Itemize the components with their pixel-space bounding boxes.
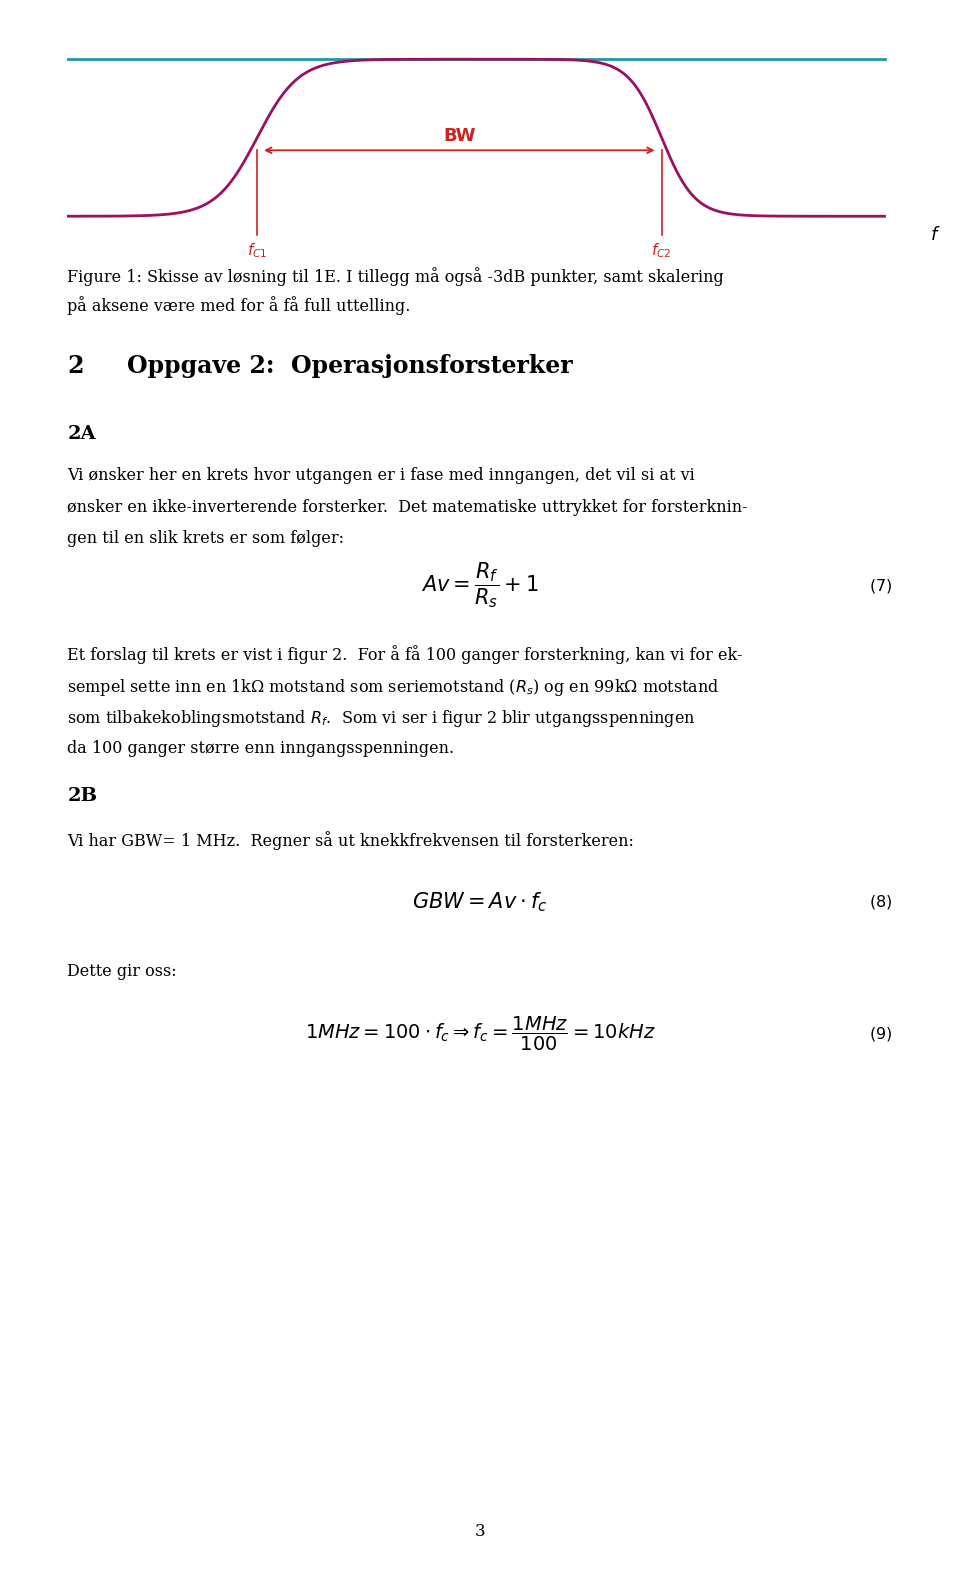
Text: 3: 3 (474, 1524, 486, 1539)
Text: $f_{C1}$: $f_{C1}$ (247, 241, 267, 260)
Text: $1MHz = 100 \cdot f_c \Rightarrow f_c = \dfrac{1MHz}{100} = 10kHz$: $1MHz = 100 \cdot f_c \Rightarrow f_c = … (304, 1015, 656, 1053)
Text: $Av = \dfrac{R_f}{R_s} + 1$: $Av = \dfrac{R_f}{R_s} + 1$ (421, 560, 539, 611)
Text: $(7)$: $(7)$ (870, 576, 893, 595)
Text: 2A: 2A (67, 425, 96, 442)
Text: Dette gir oss:: Dette gir oss: (67, 963, 177, 981)
Text: BW: BW (444, 127, 475, 145)
Text: $(9)$: $(9)$ (870, 1025, 893, 1044)
Text: $(8)$: $(8)$ (870, 892, 893, 911)
Text: Vi har GBW= 1 MHz.  Regner så ut knekkfrekvensen til forsterkeren:: Vi har GBW= 1 MHz. Regner så ut knekkfre… (67, 831, 634, 850)
Text: da 100 ganger større enn inngangsspenningen.: da 100 ganger større enn inngangsspennin… (67, 740, 454, 757)
Text: ønsker en ikke-inverterende forsterker.  Det matematiske uttrykket for forsterkn: ønsker en ikke-inverterende forsterker. … (67, 499, 748, 516)
Text: $GBW = Av \cdot f_c$: $GBW = Av \cdot f_c$ (413, 891, 547, 913)
Text: 2: 2 (67, 354, 84, 378)
Text: Vi ønsker her en krets hvor utgangen er i fase med inngangen, det vil si at vi: Vi ønsker her en krets hvor utgangen er … (67, 467, 695, 485)
Text: som tilbakekoblingsmotstand $R_f$.  Som vi ser i figur 2 blir utgangsspenningen: som tilbakekoblingsmotstand $R_f$. Som v… (67, 708, 696, 729)
Text: Oppgave 2:  Operasjonsforsterker: Oppgave 2: Operasjonsforsterker (127, 354, 572, 378)
Text: Figure 1: Skisse av løsning til 1E. I tillegg må også -3dB punkter, samt skaleri: Figure 1: Skisse av løsning til 1E. I ti… (67, 268, 724, 286)
Text: $f_{C2}$: $f_{C2}$ (652, 241, 672, 260)
Text: $f$: $f$ (930, 225, 941, 244)
Text: gen til en slik krets er som følger:: gen til en slik krets er som følger: (67, 530, 345, 548)
Text: 2B: 2B (67, 787, 97, 804)
Text: Et forslag til krets er vist i figur 2.  For å få 100 ganger forsterkning, kan v: Et forslag til krets er vist i figur 2. … (67, 645, 743, 664)
Text: på aksene være med for å få full uttelling.: på aksene være med for å få full uttelli… (67, 296, 411, 315)
Text: sempel sette inn en 1kΩ motstand som seriemotstand ($R_s$) og en 99kΩ motstand: sempel sette inn en 1kΩ motstand som ser… (67, 677, 720, 697)
